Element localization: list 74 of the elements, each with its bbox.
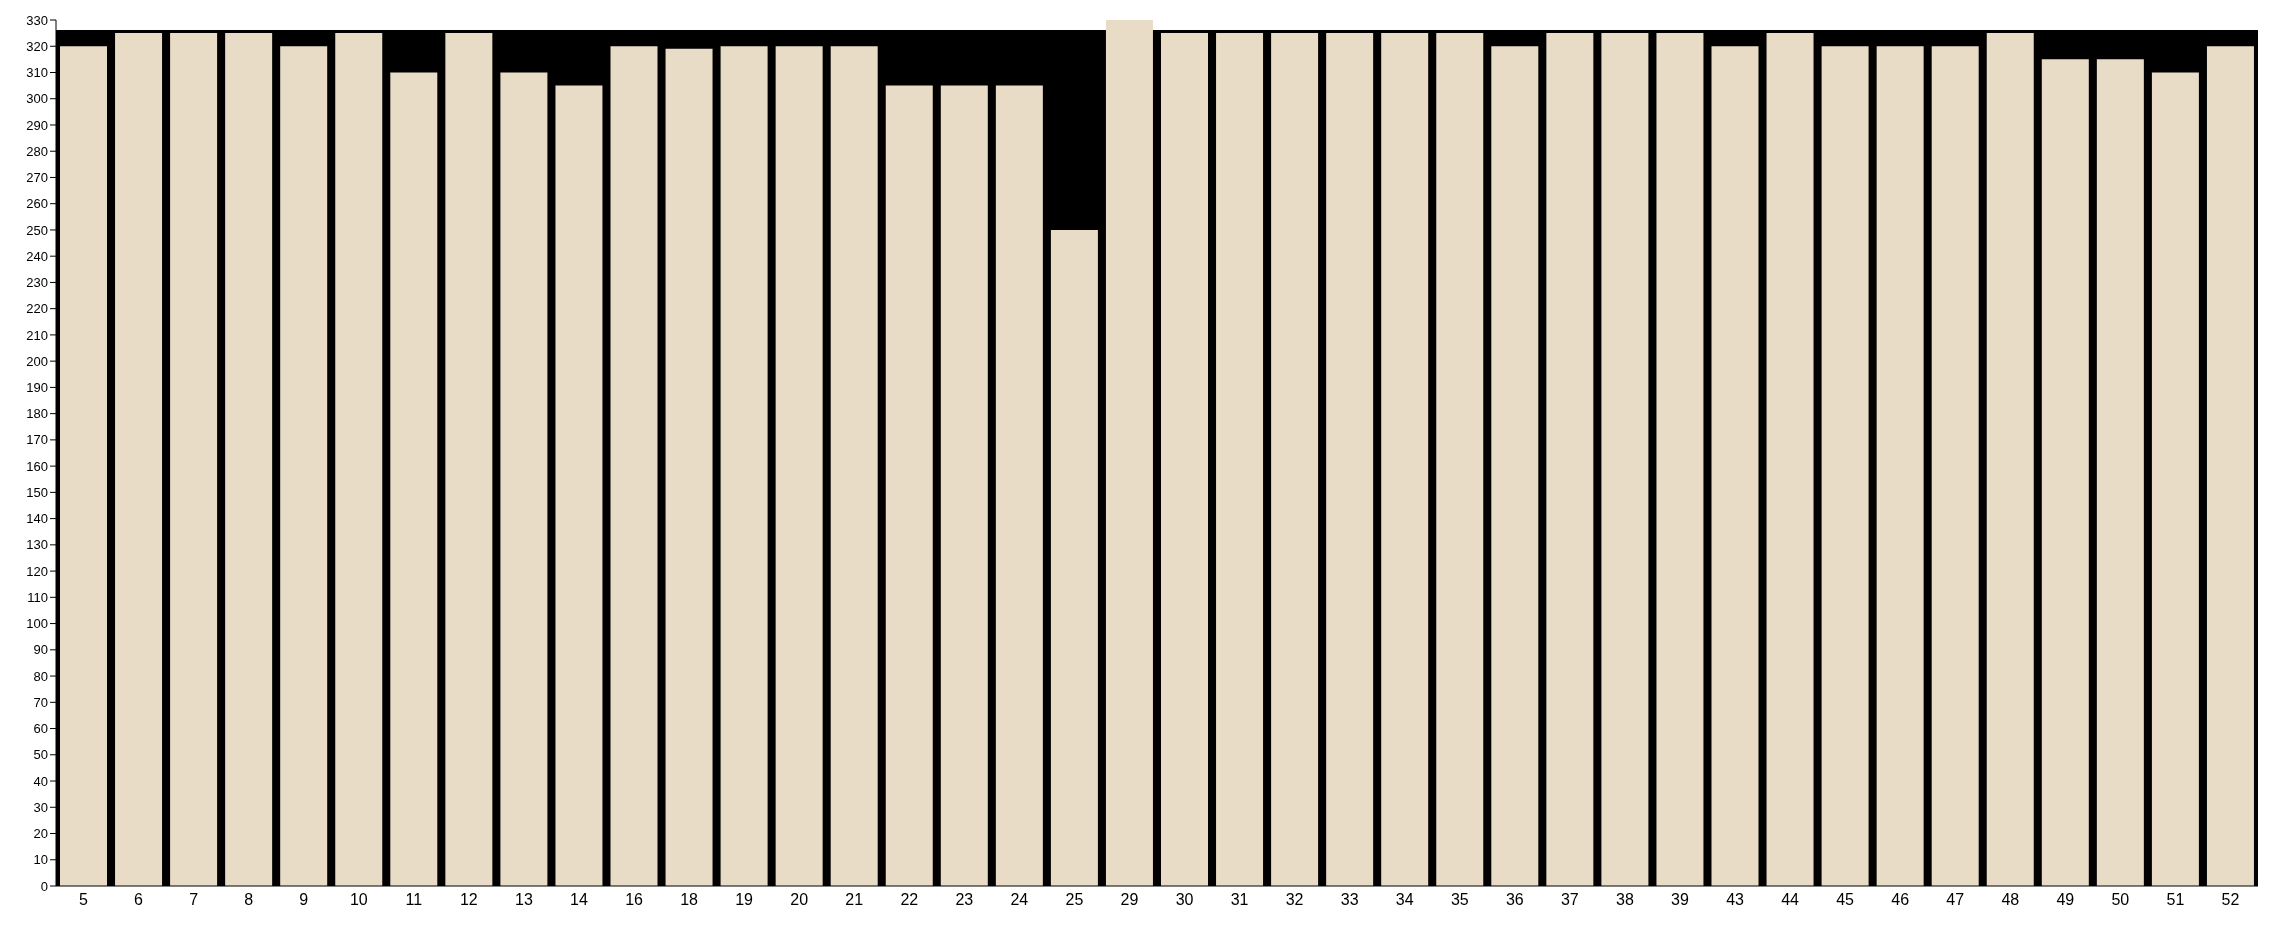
y-tick-label: 280 [26,143,48,159]
y-tick-label: 310 [26,65,48,81]
x-tick-label: 9 [299,891,309,909]
x-tick-label: 38 [1616,891,1634,909]
y-tick-label: 40 [33,773,48,789]
y-tick-label: 240 [26,248,48,264]
x-tick-label: 8 [244,891,254,909]
x-tick-label: 44 [1781,891,1800,909]
y-tick-label: 290 [26,117,48,133]
x-tick-label: 31 [1230,891,1249,909]
y-tick-label: 300 [26,91,48,107]
y-tick-label: 220 [26,301,48,317]
x-tick-label: 50 [2111,891,2130,909]
x-tick-label: 35 [1450,891,1469,909]
x-tick-label: 11 [405,891,423,909]
x-tick-label: 12 [459,891,478,909]
y-tick-label: 110 [27,589,48,605]
x-tick-label: 6 [134,891,144,909]
y-tick-label: 90 [33,642,48,658]
y-tick-label: 30 [33,799,48,815]
y-tick-label: 330 [26,12,48,28]
y-tick-label: 170 [26,432,48,448]
y-tick-label: 20 [33,826,48,842]
y-tick-label: 10 [33,852,48,868]
x-tick-label: 29 [1120,891,1139,909]
x-tick-label: 36 [1505,891,1524,909]
y-tick-label: 180 [26,406,48,422]
x-tick-label: 46 [1891,891,1910,909]
x-tick-label: 49 [2056,891,2075,909]
x-tick-label: 37 [1560,891,1579,909]
y-tick-label: 50 [33,747,48,763]
y-tick-label: 60 [33,721,48,737]
x-tick-label: 24 [1010,891,1029,909]
y-tick-label: 80 [33,668,48,684]
x-tick-label: 39 [1671,891,1689,909]
x-tick-label: 10 [349,891,368,909]
y-tick-label: 200 [26,353,48,369]
x-tick-label: 33 [1340,891,1359,909]
y-tick-label: 100 [26,616,48,632]
x-tick-label: 21 [845,891,864,909]
x-tick-label: 43 [1726,891,1745,909]
x-tick-label: 13 [515,891,533,909]
y-tick-label: 70 [33,694,48,710]
x-tick-label: 7 [189,891,199,909]
x-tick-label: 23 [955,891,974,909]
y-tick-label: 160 [26,458,48,474]
x-tick-label: 5 [79,891,89,909]
x-tick-label: 52 [2221,891,2240,909]
x-tick-label: 22 [900,891,919,909]
x-tick-label: 48 [2001,891,2020,909]
x-tick-label: 20 [790,891,809,909]
x-tick-label: 32 [1285,891,1304,909]
y-tick-label: 120 [26,563,48,579]
y-tick-label: 260 [26,196,48,212]
x-tick-label: 25 [1065,891,1084,909]
x-tick-label: 47 [1946,891,1965,909]
y-tick-label: 140 [26,511,48,527]
x-tick-label: 34 [1395,891,1414,909]
x-tick-label: 19 [735,891,754,909]
y-tick-label: 150 [26,484,48,500]
y-tick-label: 190 [26,380,48,396]
y-tick-label: 250 [26,222,48,238]
x-tick-label: 14 [570,891,588,909]
y-tick-label: 210 [26,327,48,343]
y-tick-label: 270 [26,170,48,186]
y-tick-label: 320 [26,38,48,54]
y-tick-label: 130 [26,537,48,553]
x-tick-label: 16 [625,891,644,909]
x-tick-label: 30 [1175,891,1194,909]
x-tick-label: 18 [680,891,699,909]
y-tick-label: 0 [40,878,48,894]
x-tick-label: 51 [2166,891,2185,909]
y-tick-label: 230 [26,275,48,291]
x-tick-label: 45 [1836,891,1855,909]
